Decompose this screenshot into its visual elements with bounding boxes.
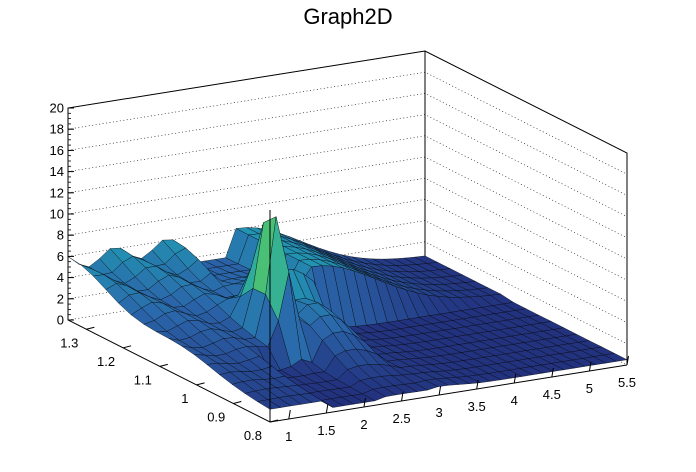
x-tick-label: 4	[511, 393, 518, 408]
z-tick-label: 4	[57, 270, 64, 285]
y-tick-label: 0.8	[244, 428, 262, 443]
z-tick-label: 14	[50, 164, 64, 179]
x-tick	[513, 373, 517, 384]
x-tick	[438, 385, 442, 396]
x-tick-label: 1.5	[317, 423, 335, 438]
x-tick-label: 2	[360, 417, 367, 432]
y-tick	[86, 326, 95, 330]
surface-cell	[256, 399, 281, 410]
x-tick-label: 4.5	[543, 387, 561, 402]
x-tick-label: 1	[285, 429, 292, 444]
z-gridline	[67, 71, 628, 175]
y-tick	[233, 400, 242, 404]
x-tick	[401, 391, 404, 402]
x-tick	[588, 361, 592, 372]
z-tick-label: 20	[50, 101, 64, 116]
z-gridline	[67, 156, 628, 260]
x-tick	[551, 367, 554, 378]
y-tick-label: 1	[181, 391, 188, 406]
z-gridline	[67, 93, 628, 196]
x-tick	[325, 403, 329, 414]
x-tick	[288, 409, 291, 420]
y-tick-label: 0.9	[207, 409, 225, 424]
x-tick-label: 5	[586, 381, 593, 396]
z-tick-label: 2	[57, 291, 64, 306]
y-tick-label: 1.3	[60, 335, 78, 350]
z-tick-label: 18	[50, 122, 64, 137]
x-tick	[476, 379, 479, 390]
z-tick-label: 8	[57, 228, 64, 243]
z-gridline	[67, 114, 628, 217]
y-tick-label: 1.1	[134, 372, 152, 387]
x-tick-label: 3.5	[468, 399, 486, 414]
z-tick-label: 12	[50, 185, 64, 200]
z-tick-label: 0	[57, 313, 64, 328]
axis-ticks: 0 2 4 6 8 10 12 14 16 18 20 1 1.5 2 2.5 3 3.5 4 4.5 5 5.5 0.8…	[50, 101, 637, 445]
x-tick-label: 2.5	[392, 411, 410, 426]
surface-mesh	[67, 216, 628, 410]
x-tick-label: 5.5	[618, 375, 636, 390]
x-tick-label: 3	[435, 405, 442, 420]
y-tick-label: 1.2	[97, 354, 115, 369]
x-tick	[626, 355, 629, 366]
z-gridline	[67, 135, 628, 239]
chart-title: Graph2D	[303, 4, 393, 29]
x-tick	[363, 397, 366, 408]
z-tick-label: 6	[57, 249, 64, 264]
y-tick	[269, 419, 279, 423]
y-tick	[196, 382, 205, 386]
z-tick-label: 10	[50, 207, 64, 222]
y-tick	[159, 363, 168, 367]
z-gridline	[67, 50, 628, 154]
y-tick	[122, 345, 132, 349]
z-tick-label: 16	[50, 143, 64, 158]
